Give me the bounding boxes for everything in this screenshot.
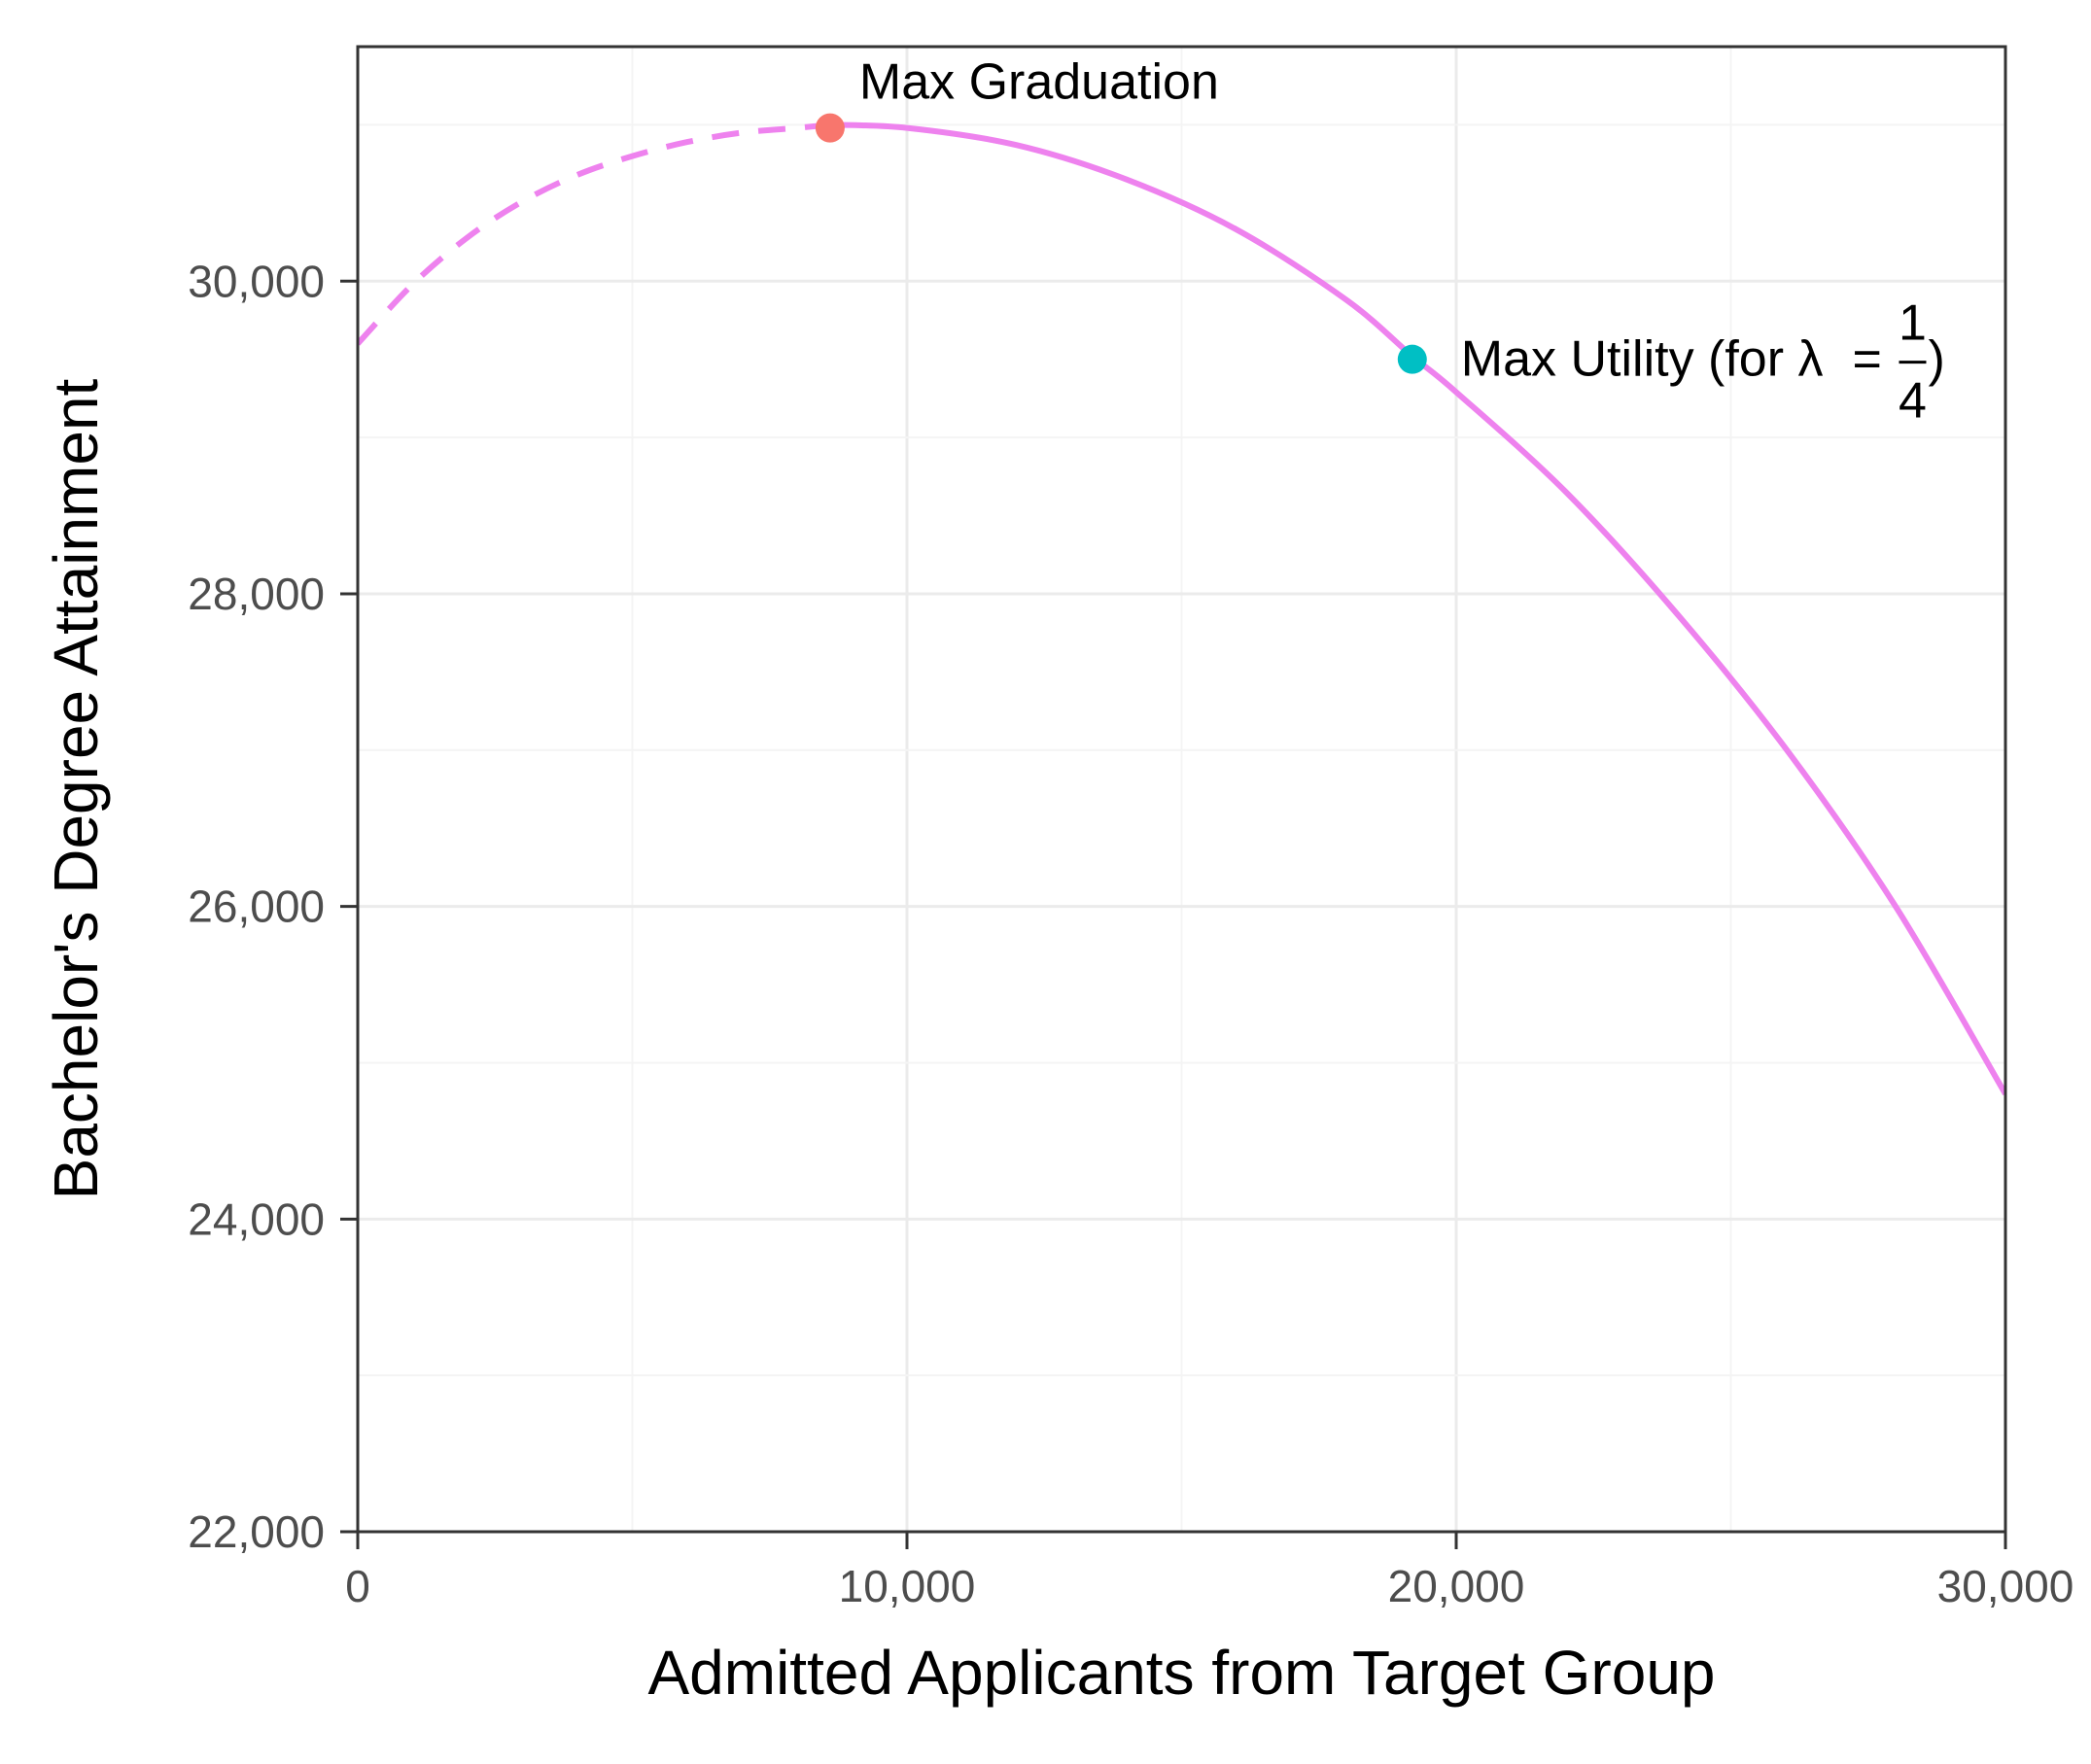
y-tick-label: 30,000 (188, 256, 325, 306)
max-utility-equals: = (1852, 331, 1881, 388)
x-tick-label: 30,000 (1937, 1561, 2074, 1611)
series-line-solid (829, 121, 2005, 1096)
fraction-denominator: 4 (1899, 373, 1927, 430)
fraction-numerator: 1 (1899, 295, 1927, 352)
series-line-dashed (358, 121, 831, 346)
x-tick-label: 20,000 (1388, 1561, 1525, 1611)
y-tick-label: 28,000 (188, 569, 325, 619)
plot-panel-border (356, 45, 2007, 1534)
max-utility-point (1397, 344, 1427, 374)
x-tick-label: 10,000 (839, 1561, 976, 1611)
y-tick-label: 26,000 (188, 882, 325, 932)
max-graduation-point (815, 113, 845, 143)
y-axis-title: Bachelor's Degree Attainment (41, 378, 111, 1199)
x-tick-label: 0 (345, 1561, 370, 1611)
x-axis-title: Admitted Applicants from Target Group (647, 1638, 1715, 1708)
y-tick-label: 22,000 (188, 1506, 325, 1557)
y-tick-label: 24,000 (188, 1193, 325, 1244)
max-graduation-label: Max Graduation (859, 54, 1219, 111)
max-utility-close-paren: ) (1928, 331, 1944, 388)
max-utility-label: Max Utility (for λ (1461, 331, 1824, 388)
series-layer (358, 121, 2005, 1096)
annotations: Max Graduation Max Utility (for λ = 1 4) (859, 54, 1945, 430)
points-layer (815, 113, 1427, 374)
axes: 0 10,000 20,000 30,000 22,000 24,000 26,000 28,… (188, 256, 2074, 1611)
